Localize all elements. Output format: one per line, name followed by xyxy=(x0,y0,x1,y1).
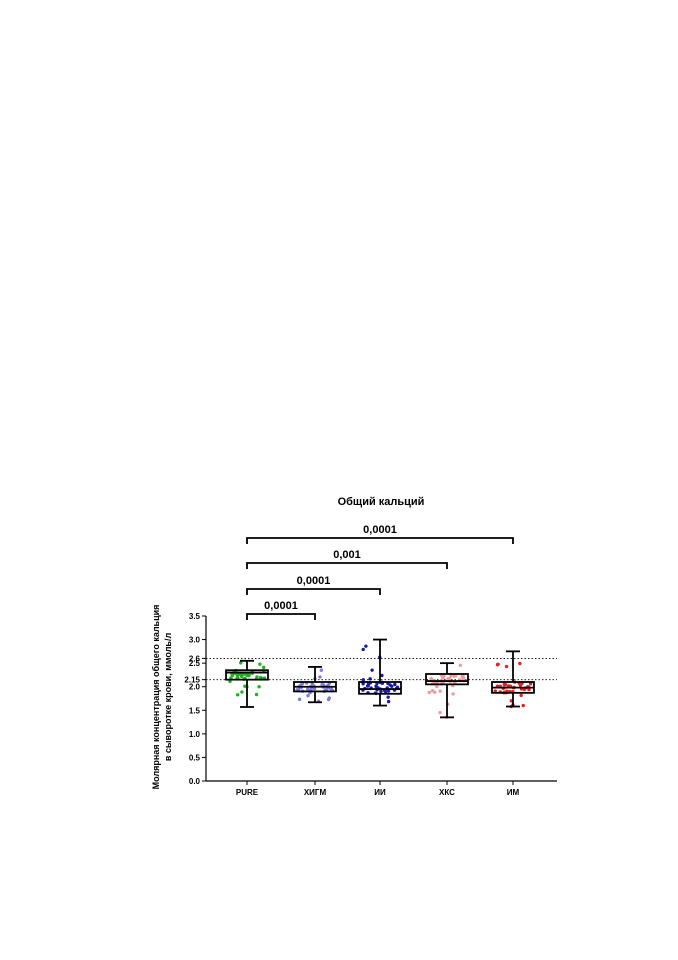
data-point xyxy=(262,665,266,670)
data-point xyxy=(503,682,507,687)
data-point xyxy=(449,674,453,678)
data-point xyxy=(453,674,458,678)
data-point xyxy=(239,661,243,665)
data-point xyxy=(361,682,365,686)
data-point xyxy=(243,684,247,688)
data-point xyxy=(430,689,435,693)
significance-bracket xyxy=(246,562,448,569)
x-tick-label: PURE xyxy=(236,788,259,797)
data-point xyxy=(458,663,463,667)
y-axis-label-line1: Молярная концентрация общего кальция xyxy=(151,605,161,790)
x-tick-label: ИМ xyxy=(507,788,520,797)
data-point xyxy=(235,693,240,697)
data-point xyxy=(438,689,442,693)
data-point xyxy=(386,689,391,693)
data-point xyxy=(527,687,531,692)
data-point xyxy=(327,696,331,700)
data-point xyxy=(460,674,464,679)
x-tick-label: ХИГМ xyxy=(304,788,327,797)
data-point xyxy=(325,687,329,691)
reference-tick-label: 2.6 xyxy=(189,654,201,663)
data-point xyxy=(361,678,365,682)
data-point xyxy=(521,703,525,708)
y-tick-label: 1.5 xyxy=(189,706,201,715)
data-point xyxy=(319,668,324,672)
data-point xyxy=(380,673,384,678)
data-point xyxy=(393,682,397,687)
data-point xyxy=(386,699,391,704)
data-point xyxy=(518,661,522,666)
data-point xyxy=(370,668,374,672)
data-point xyxy=(306,687,310,691)
p-value-label: 0,0001 xyxy=(264,600,298,612)
box xyxy=(358,681,402,695)
data-point xyxy=(297,697,302,702)
p-value-label: 0,0001 xyxy=(363,524,397,536)
data-point xyxy=(230,673,235,678)
data-point xyxy=(306,693,310,698)
data-point xyxy=(239,674,244,679)
data-point xyxy=(441,676,445,680)
data-point xyxy=(258,662,262,666)
y-tick-label: 2.0 xyxy=(189,683,201,692)
data-point xyxy=(312,687,317,691)
data-point xyxy=(318,675,322,679)
p-value-label: 0,001 xyxy=(333,549,361,561)
significance-bracket xyxy=(246,613,316,620)
data-point xyxy=(496,662,500,666)
x-tick-label: ХКС xyxy=(439,788,455,797)
box xyxy=(225,669,269,681)
y-tick-label: 0.0 xyxy=(189,777,201,786)
x-tick-label: ИИ xyxy=(374,788,386,797)
y-tick-label: 2.5 xyxy=(189,659,201,668)
y-tick-label: 3.5 xyxy=(189,612,201,621)
data-point xyxy=(368,677,372,681)
data-point xyxy=(254,692,259,697)
y-tick-label: 1.0 xyxy=(189,730,201,739)
data-point xyxy=(361,647,365,652)
significance-bracket xyxy=(246,588,381,595)
data-point xyxy=(386,695,390,699)
chart-title: Общий кальций xyxy=(338,496,425,508)
data-point xyxy=(438,710,442,715)
y-tick-label: 3.0 xyxy=(189,636,201,645)
data-point xyxy=(519,693,523,698)
data-point xyxy=(240,690,244,694)
data-point xyxy=(427,690,431,695)
data-point xyxy=(504,664,509,669)
data-point xyxy=(247,673,251,678)
reference-tick-label: 2.15 xyxy=(184,676,200,685)
y-tick-label: 0.5 xyxy=(189,753,201,762)
significance-bracket xyxy=(246,537,514,544)
data-point xyxy=(451,692,455,696)
data-point xyxy=(257,685,261,689)
data-point xyxy=(429,677,433,681)
box xyxy=(425,673,469,686)
data-point xyxy=(446,677,450,681)
plot-area: 0.0 0.5 1.0 1.5 2.0 2.5 3.0 3.5 2.15 2.6 PURE ХИГМ И… xyxy=(184,524,557,797)
data-point xyxy=(374,685,378,689)
data-point xyxy=(435,684,439,689)
data-point xyxy=(259,675,263,680)
data-point xyxy=(235,673,240,677)
p-value-label: 0,0001 xyxy=(297,575,331,587)
data-point xyxy=(364,644,368,648)
y-axis-label: Молярная концентрация общего кальция в с… xyxy=(151,605,173,790)
y-axis-label-line2: в сыворотке крови, ммоль/л xyxy=(163,633,173,762)
data-point xyxy=(493,689,497,693)
